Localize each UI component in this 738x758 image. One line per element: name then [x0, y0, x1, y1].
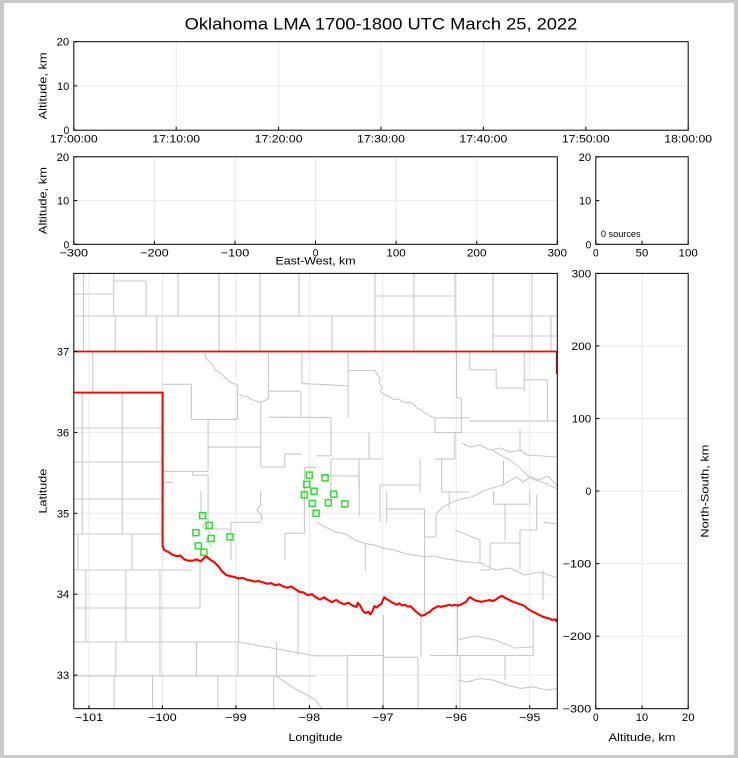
svg-text:−95: −95 — [519, 712, 540, 724]
svg-text:10: 10 — [57, 81, 69, 93]
svg-text:0: 0 — [586, 239, 592, 251]
svg-text:−97: −97 — [372, 712, 393, 724]
svg-text:20: 20 — [579, 152, 592, 164]
svg-text:37: 37 — [57, 347, 69, 359]
svg-text:300: 300 — [548, 248, 568, 260]
svg-text:−100: −100 — [563, 559, 592, 571]
svg-text:Oklahoma LMA 1700-1800 UTC Mar: Oklahoma LMA 1700-1800 UTC March 25, 202… — [185, 15, 578, 34]
svg-text:0: 0 — [64, 125, 70, 137]
svg-text:20: 20 — [57, 152, 70, 164]
svg-text:Latitude: Latitude — [37, 469, 49, 514]
svg-text:Altitude, km: Altitude, km — [609, 732, 676, 744]
svg-text:17:30:00: 17:30:00 — [357, 134, 405, 146]
svg-text:17:00:00: 17:00:00 — [50, 134, 98, 146]
svg-text:−100: −100 — [148, 712, 177, 724]
svg-text:−99: −99 — [225, 712, 247, 724]
svg-text:35: 35 — [57, 508, 69, 520]
svg-text:0: 0 — [593, 712, 599, 724]
svg-text:17:40:00: 17:40:00 — [459, 134, 507, 146]
svg-text:−200: −200 — [563, 631, 592, 643]
svg-text:100: 100 — [679, 248, 698, 260]
svg-text:East-West, km: East-West, km — [276, 256, 356, 268]
svg-text:17:10:00: 17:10:00 — [152, 134, 200, 146]
svg-text:10: 10 — [636, 712, 648, 724]
svg-text:Altitude, km: Altitude, km — [37, 167, 49, 234]
svg-text:20: 20 — [682, 712, 695, 724]
svg-text:100: 100 — [386, 248, 405, 260]
svg-text:17:50:00: 17:50:00 — [562, 134, 610, 146]
svg-text:10: 10 — [57, 196, 69, 208]
svg-text:−98: −98 — [299, 712, 321, 724]
svg-text:36: 36 — [57, 427, 70, 439]
svg-text:0: 0 — [593, 248, 599, 260]
svg-text:−101: −101 — [75, 712, 103, 724]
svg-text:0: 0 — [586, 486, 592, 498]
svg-text:200: 200 — [467, 248, 487, 260]
svg-text:300: 300 — [572, 268, 592, 280]
svg-text:33: 33 — [57, 670, 69, 682]
svg-text:North-South, km: North-South, km — [699, 445, 711, 538]
svg-text:18:00:00: 18:00:00 — [664, 134, 712, 146]
svg-text:−200: −200 — [140, 248, 169, 260]
svg-text:100: 100 — [572, 414, 591, 426]
svg-text:0: 0 — [64, 239, 70, 251]
svg-text:0: 0 — [313, 248, 319, 260]
svg-text:Longitude: Longitude — [289, 732, 343, 744]
svg-text:50: 50 — [636, 248, 649, 260]
svg-text:0 sources: 0 sources — [601, 229, 641, 239]
svg-text:Altitude, km: Altitude, km — [37, 52, 49, 119]
svg-text:−300: −300 — [60, 248, 89, 260]
svg-text:10: 10 — [579, 196, 591, 208]
svg-text:17:20:00: 17:20:00 — [255, 134, 303, 146]
svg-text:−300: −300 — [563, 704, 592, 716]
svg-text:−96: −96 — [445, 712, 467, 724]
svg-text:34: 34 — [57, 589, 70, 601]
svg-text:20: 20 — [57, 37, 70, 49]
svg-text:−100: −100 — [221, 248, 250, 260]
svg-text:200: 200 — [572, 341, 592, 353]
